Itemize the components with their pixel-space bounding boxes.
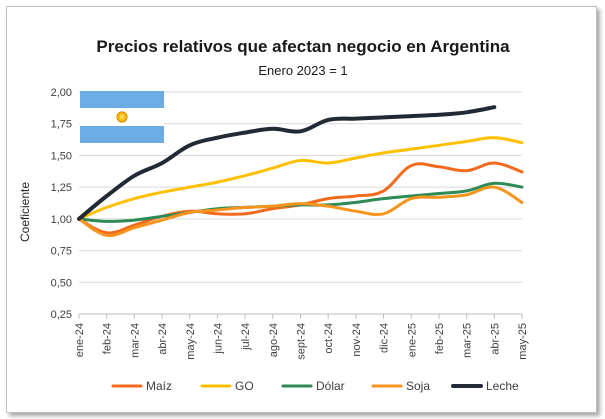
y-axis-title: Coeficiente	[18, 182, 32, 242]
x-tick-label: may-24	[185, 323, 197, 360]
chart-frame: Precios relativos que afectan negocio en…	[6, 6, 597, 413]
x-tick-label: abr-25	[489, 323, 501, 355]
legend: Maíz GO Dólar Soja Leche	[111, 379, 519, 393]
series-line-go	[77, 136, 524, 221]
chart-subtitle: Enero 2023 = 1	[258, 63, 347, 78]
series-line-soja	[77, 185, 524, 238]
series-line-leche	[77, 105, 497, 221]
y-tick-label: 2,00	[51, 87, 72, 99]
x-tick-label: ene-25	[406, 323, 418, 357]
x-tick-label: may-25	[517, 323, 529, 360]
x-tick-label: jul-24	[240, 323, 252, 351]
x-tick-label: mar-24	[129, 323, 141, 358]
legend-label-soja: Soja	[406, 379, 430, 393]
series-line-maiz	[77, 161, 524, 235]
x-tick-label: mar-25	[462, 323, 474, 358]
x-tick-label: feb-24	[102, 323, 114, 354]
y-tick-label: 1,25	[51, 182, 72, 194]
axes: 0,25 0,50 0,75 1,00 1,25 1,50 1,75 2,00 ene-24 fe…	[51, 87, 529, 360]
x-tick-label: jun-24	[212, 323, 224, 355]
argentina-flag-icon	[80, 91, 164, 143]
y-tick-label: 0,25	[51, 309, 72, 321]
chart-title: Precios relativos que afectan negocio en…	[96, 37, 510, 56]
legend-label-go: GO	[235, 379, 254, 393]
y-tick-label: 0,50	[51, 277, 72, 289]
x-tick-label: sept-24	[296, 323, 308, 360]
x-tick-label: feb-25	[434, 323, 446, 354]
y-tick-label: 1,75	[51, 119, 72, 131]
x-tick-label: dic-24	[379, 323, 391, 353]
x-tick-label: ago-24	[268, 323, 280, 357]
x-tick-label: nov-24	[351, 323, 363, 357]
line-chart: Precios relativos que afectan negocio en…	[18, 37, 529, 393]
series-lines	[77, 105, 524, 238]
legend-label-maiz: Maíz	[146, 379, 172, 393]
legend-label-dolar: Dólar	[316, 379, 345, 393]
legend-label-leche: Leche	[486, 379, 519, 393]
x-tick-label: abr-24	[157, 323, 169, 355]
x-tick-label: ene-24	[74, 323, 86, 357]
x-tick-label: oct-24	[323, 323, 335, 354]
y-tick-label: 0,75	[51, 246, 72, 258]
y-tick-label: 1,50	[51, 150, 72, 162]
y-tick-label: 1,00	[51, 214, 72, 226]
